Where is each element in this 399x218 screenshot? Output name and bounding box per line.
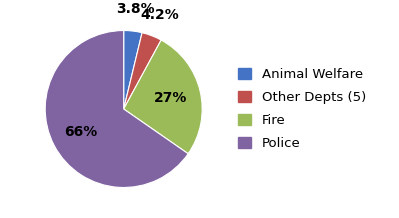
Wedge shape (124, 40, 202, 154)
Wedge shape (124, 33, 161, 109)
Wedge shape (45, 31, 188, 187)
Wedge shape (124, 31, 142, 109)
Text: 66%: 66% (64, 124, 97, 139)
Text: 27%: 27% (154, 91, 188, 105)
Legend: Animal Welfare, Other Depts (5), Fire, Police: Animal Welfare, Other Depts (5), Fire, P… (238, 68, 366, 150)
Text: 3.8%: 3.8% (116, 2, 155, 16)
Text: 4.2%: 4.2% (140, 8, 179, 22)
